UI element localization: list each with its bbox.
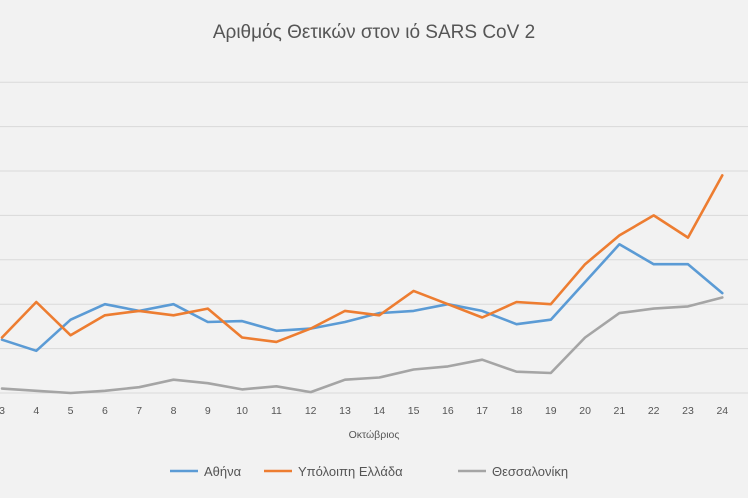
x-tick-label: 5 (68, 405, 74, 417)
legend: Αθήνα Υπόλοιπη Ελλάδα Θεσσαλονίκη (170, 464, 568, 479)
x-tick-label: 6 (102, 405, 108, 417)
x-tick-label: 20 (579, 405, 591, 417)
x-axis-label: Οκτώβριος (349, 429, 400, 441)
x-tick-label: 11 (271, 405, 282, 417)
legend-label: Αθήνα (204, 464, 242, 479)
x-tick-label: 13 (339, 405, 351, 417)
x-tick-label: 24 (716, 405, 728, 417)
x-tick-label: 17 (476, 405, 488, 417)
x-tick-label: 23 (682, 405, 694, 417)
x-tick-label: 3 (0, 405, 5, 417)
legend-label: Υπόλοιπη Ελλάδα (298, 464, 403, 479)
x-tick-label: 18 (511, 405, 523, 417)
x-tick-label: 19 (545, 405, 557, 417)
series-line-3 (0, 296, 724, 395)
x-tick-label: 7 (136, 405, 142, 417)
x-tick-label: 21 (614, 405, 626, 417)
x-tick-label: 14 (373, 405, 385, 417)
grid (0, 81, 748, 394)
x-tick-labels: 3 4 5 6 7 8 9 10 11 12 13 14 15 16 17 18 19 20 21 22 23 24 (0, 405, 728, 417)
x-tick-label: 22 (648, 405, 660, 417)
x-tick-label: 8 (171, 405, 177, 417)
legend-label: Θεσσαλονίκη (492, 464, 568, 479)
series-line-2 (0, 174, 724, 344)
series-lines (0, 174, 724, 395)
legend-item: Υπόλοιπη Ελλάδα (264, 464, 403, 479)
x-tick-label: 4 (33, 405, 39, 417)
series-line-1 (0, 243, 724, 353)
x-tick-label: 12 (305, 405, 317, 417)
legend-item: Θεσσαλονίκη (458, 464, 568, 479)
x-tick-label: 10 (236, 405, 248, 417)
chart-title: Αριθμός Θετικών στον ιό SARS CoV 2 (213, 22, 535, 43)
x-tick-label: 15 (408, 405, 420, 417)
x-tick-label: 16 (442, 405, 454, 417)
legend-item: Αθήνα (170, 464, 242, 479)
x-tick-label: 9 (205, 405, 211, 417)
